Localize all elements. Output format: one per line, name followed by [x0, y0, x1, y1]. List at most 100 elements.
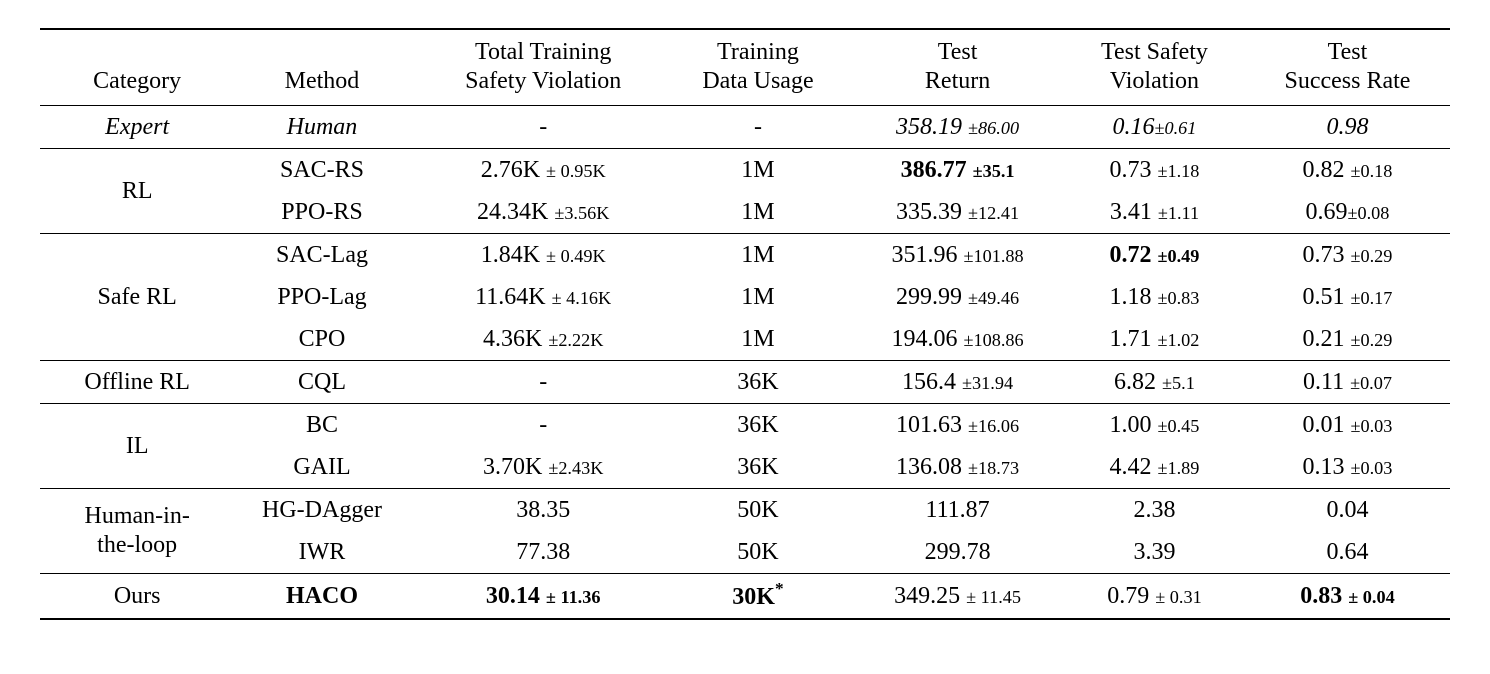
table-cell: 1M — [665, 233, 851, 276]
cell-std: ±49.46 — [968, 288, 1019, 308]
col-tsv-l2: Safety Violation — [465, 68, 621, 94]
cell-value: 351.96 — [891, 242, 963, 268]
cell-std: ± 4.16K — [552, 288, 612, 308]
category-cell: Human-in-the-loop — [40, 489, 234, 574]
table-cell: 1.18 ±0.83 — [1064, 276, 1245, 318]
table-row: Offline RLCQL-36K156.4 ±31.946.82 ±5.10.… — [40, 361, 1450, 404]
table-cell: - — [422, 105, 665, 148]
table-cell: 24.34K ±3.56K — [422, 191, 665, 234]
header-row: Category Method Total Training Safety Vi… — [40, 29, 1450, 105]
table-row: GAIL3.70K ±2.43K36K136.08 ±18.734.42 ±1.… — [40, 446, 1450, 489]
cell-value: 386.77 — [901, 157, 973, 183]
cell-std: ±16.06 — [968, 416, 1019, 436]
cell-value: 0.11 — [1303, 369, 1350, 395]
cell-value: 36K — [737, 369, 778, 395]
cell-value: 3.39 — [1133, 539, 1175, 565]
col-tdu: Training Data Usage — [665, 29, 851, 105]
cell-value: 1M — [741, 242, 774, 268]
cell-std: ±2.43K — [548, 458, 603, 478]
table-cell: 0.21 ±0.29 — [1245, 318, 1450, 361]
cell-value: 30K — [732, 584, 775, 610]
cell-std: ±0.29 — [1351, 330, 1393, 350]
table-row: OursHACO30.14 ± 11.3630K*349.25 ± 11.450… — [40, 574, 1450, 620]
cell-std: ±0.17 — [1351, 288, 1393, 308]
cell-value: 156.4 — [902, 369, 962, 395]
col-tdu-l2: Data Usage — [702, 68, 813, 94]
method-cell: GAIL — [234, 446, 421, 489]
cell-std: ±0.61 — [1155, 118, 1197, 138]
category-cell: Expert — [40, 105, 234, 148]
table-row: IWR77.3850K299.783.390.64 — [40, 531, 1450, 574]
table-cell: 0.04 — [1245, 489, 1450, 532]
table-cell: 111.87 — [851, 489, 1064, 532]
col-tsucc: Test Success Rate — [1245, 29, 1450, 105]
table-row: ILBC-36K101.63 ±16.061.00 ±0.450.01 ±0.0… — [40, 404, 1450, 447]
cell-std: ±12.41 — [968, 203, 1019, 223]
cell-value: 2.76K — [481, 157, 546, 183]
cell-value: 0.01 — [1303, 412, 1351, 438]
category-cell: RL — [40, 148, 234, 233]
cell-value: 0.73 — [1303, 242, 1351, 268]
cell-sup: * — [775, 579, 784, 598]
cell-std: ±2.22K — [548, 330, 603, 350]
table-cell: - — [422, 361, 665, 404]
col-tsafe-l1: Test Safety — [1101, 39, 1208, 65]
cell-value: 335.39 — [896, 199, 968, 225]
method-cell: CPO — [234, 318, 421, 361]
cell-std: ±0.07 — [1350, 373, 1392, 393]
table-cell: 351.96 ±101.88 — [851, 233, 1064, 276]
cell-value: 1M — [741, 157, 774, 183]
method-cell: Human — [234, 105, 421, 148]
cell-value: 1M — [741, 284, 774, 310]
cell-std: ±101.88 — [963, 246, 1023, 266]
table-cell: 386.77 ±35.1 — [851, 148, 1064, 191]
cell-value: 24.34K — [477, 199, 554, 225]
cell-value: 0.04 — [1326, 497, 1368, 523]
cell-value: 194.06 — [891, 326, 963, 352]
cell-value: 0.82 — [1303, 157, 1351, 183]
cell-value: 50K — [737, 539, 778, 565]
cell-std: ±0.03 — [1351, 416, 1393, 436]
table-cell: 0.11 ±0.07 — [1245, 361, 1450, 404]
cell-value: 50K — [737, 497, 778, 523]
col-tret: Test Return — [851, 29, 1064, 105]
table-cell: 136.08 ±18.73 — [851, 446, 1064, 489]
table-cell: 0.83 ± 0.04 — [1245, 574, 1450, 620]
table-cell: 3.70K ±2.43K — [422, 446, 665, 489]
cell-value: 299.78 — [925, 539, 991, 565]
col-method-label: Method — [285, 68, 360, 94]
method-cell: IWR — [234, 531, 421, 574]
cell-value: 0.69 — [1306, 199, 1348, 225]
table-cell: 3.41 ±1.11 — [1064, 191, 1245, 234]
table-cell: 4.42 ±1.89 — [1064, 446, 1245, 489]
method-cell: PPO-RS — [234, 191, 421, 234]
table-cell: 0.98 — [1245, 105, 1450, 148]
cell-std: ± 0.04 — [1348, 587, 1394, 607]
cell-std: ± 0.95K — [546, 161, 606, 181]
cell-value: 36K — [737, 412, 778, 438]
cell-value: 0.73 — [1110, 157, 1158, 183]
cell-std: ±3.56K — [554, 203, 609, 223]
table-cell: 299.99 ±49.46 — [851, 276, 1064, 318]
method-cell: SAC-RS — [234, 148, 421, 191]
table-cell: 0.72 ±0.49 — [1064, 233, 1245, 276]
cell-value: 0.72 — [1110, 242, 1158, 268]
cell-value: 136.08 — [896, 454, 968, 480]
table-cell: 6.82 ±5.1 — [1064, 361, 1245, 404]
table-cell: 2.76K ± 0.95K — [422, 148, 665, 191]
table-row: RLSAC-RS2.76K ± 0.95K1M386.77 ±35.10.73 … — [40, 148, 1450, 191]
cell-std: ±86.00 — [968, 118, 1019, 138]
table-cell: 0.79 ± 0.31 — [1064, 574, 1245, 620]
table-cell: 0.73 ±1.18 — [1064, 148, 1245, 191]
cell-std: ±0.83 — [1158, 288, 1200, 308]
cell-value: 358.19 — [896, 114, 968, 140]
method-cell: HACO — [234, 574, 421, 620]
col-tret-l1: Test — [938, 39, 978, 65]
col-tsucc-l2: Success Rate — [1284, 68, 1410, 94]
cell-std: ±1.02 — [1158, 330, 1200, 350]
method-cell: HG-DAgger — [234, 489, 421, 532]
table-body: ExpertHuman--358.19 ±86.000.16±0.610.98R… — [40, 105, 1450, 619]
cell-value: 1.71 — [1110, 326, 1158, 352]
category-cell: Ours — [40, 574, 234, 620]
table-cell: 38.35 — [422, 489, 665, 532]
